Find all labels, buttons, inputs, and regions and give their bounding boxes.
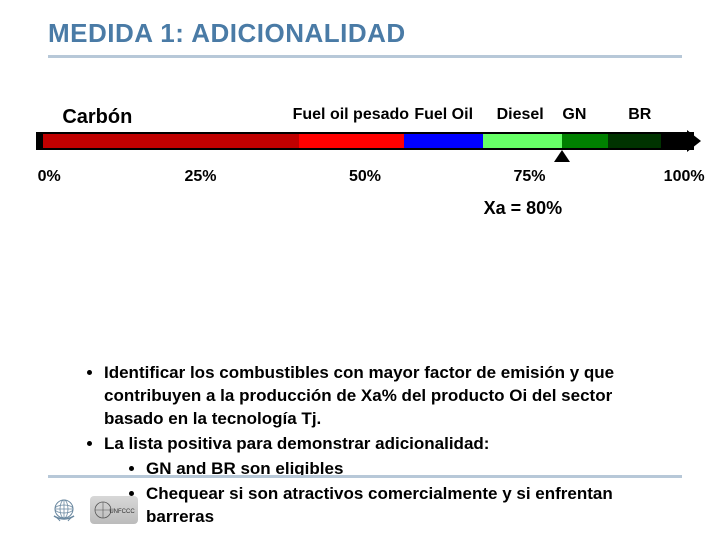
bar-arrowhead <box>687 130 701 152</box>
axis-tick: 75% <box>513 168 545 186</box>
title-divider <box>48 55 682 58</box>
bar-segment <box>562 134 608 148</box>
fuel-label: GN <box>562 106 586 124</box>
bottom-divider <box>48 475 682 478</box>
slide-title: MEDIDA 1: ADICIONALIDAD <box>48 18 682 49</box>
bar-segment <box>404 134 483 148</box>
axis-tick: 50% <box>349 168 381 186</box>
axis-tick: 25% <box>184 168 216 186</box>
fuel-label: Fuel Oil <box>414 106 473 124</box>
fuel-label: Fuel oil pesado <box>293 106 409 124</box>
bar-segment <box>483 134 562 148</box>
fuel-label: Diesel <box>497 106 544 124</box>
unfccc-logo-icon: UNFCCC <box>90 496 138 524</box>
bullet-item: La lista positiva para demonstrar adicio… <box>104 433 676 529</box>
bar-segment <box>43 134 300 148</box>
svg-text:UNFCCC: UNFCCC <box>109 509 135 515</box>
axis-tick: 100% <box>664 168 705 186</box>
axis-tick: 0% <box>38 168 61 186</box>
xa-label: Xa = 80% <box>484 198 563 219</box>
bar-segment <box>608 134 661 148</box>
bullet-item: Chequear si son atractivos comercialment… <box>146 483 676 529</box>
bullet-item: Identificar los combustibles con mayor f… <box>104 362 676 431</box>
fuel-label: BR <box>628 106 651 124</box>
fuel-label: Carbón <box>62 106 132 129</box>
footer-logos: UNFCCC <box>48 494 138 526</box>
un-logo-icon <box>48 494 80 526</box>
fuel-percentage-chart: CarbónFuel oil pesadoFuel OilDieselGNBR … <box>36 106 694 216</box>
xa-marker-icon <box>554 150 570 162</box>
axis-ticks: 0%25%50%75%100% <box>36 168 694 190</box>
bullet-list: Identificar los combustibles con mayor f… <box>48 362 682 529</box>
bar-segment <box>299 134 404 148</box>
